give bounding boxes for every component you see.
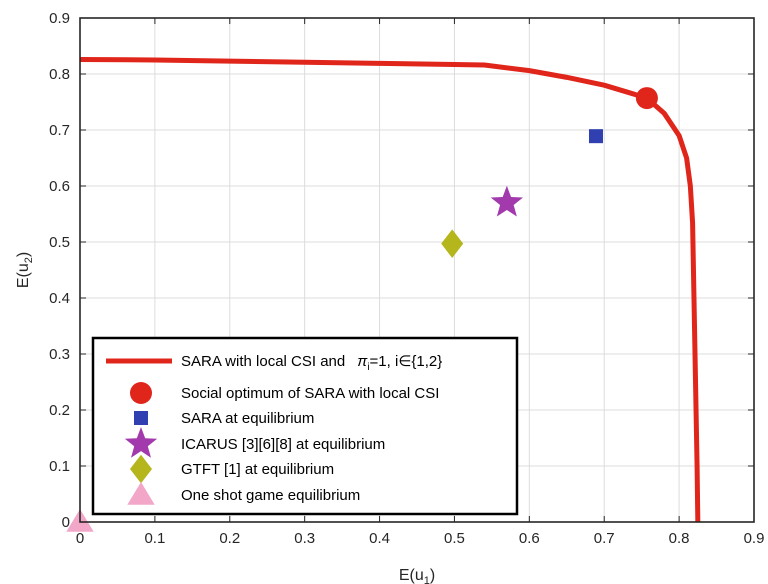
y-tick-label: 0.1 xyxy=(49,458,70,475)
marker-square-2 xyxy=(589,129,603,143)
legend-label-one-shot: One shot game equilibrium xyxy=(181,487,360,504)
legend-label-optimum: Social optimum of SARA with local CSI xyxy=(181,385,439,402)
x-tick-label: 0.1 xyxy=(144,530,165,547)
y-tick-label: 0.5 xyxy=(49,234,70,251)
legend-label-sara-eq: SARA at equilibrium xyxy=(181,410,314,427)
x-tick-label: 0.2 xyxy=(219,530,240,547)
legend-swatch-circle xyxy=(130,382,152,404)
y-tick-label: 0.2 xyxy=(49,402,70,419)
y-tick-label: 0.3 xyxy=(49,346,70,363)
x-tick-label: 0 xyxy=(76,530,84,547)
x-tick-label: 0.3 xyxy=(294,530,315,547)
marker-circle-1 xyxy=(636,87,658,109)
x-tick-label: 0.6 xyxy=(519,530,540,547)
y-tick-label: 0 xyxy=(62,514,70,531)
x-tick-label: 0.5 xyxy=(444,530,465,547)
x-axis-label: E(u1) xyxy=(399,567,435,584)
y-tick-label: 0.6 xyxy=(49,178,70,195)
legend-label-gtft: GTFT [1] at equilibrium xyxy=(181,461,334,478)
y-tick-label: 0.8 xyxy=(49,66,70,83)
legend: SARA with local CSI and πi=1, i∈{1,2} Soc… xyxy=(93,338,517,514)
legend-swatch-square xyxy=(134,411,148,425)
x-tick-label: 0.4 xyxy=(369,530,390,547)
y-tick-label: 0.7 xyxy=(49,122,70,139)
y-tick-label: 0.9 xyxy=(49,10,70,27)
x-tick-label: 0.7 xyxy=(594,530,615,547)
legend-label-icarus: ICARUS [3][6][8] at equilibrium xyxy=(181,436,385,453)
x-tick-label: 0.9 xyxy=(744,530,765,547)
x-tick-label: 0.8 xyxy=(669,530,690,547)
y-tick-label: 0.4 xyxy=(49,290,70,307)
